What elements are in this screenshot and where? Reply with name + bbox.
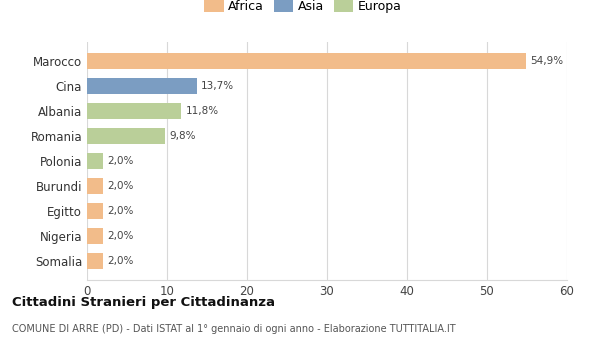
- Text: 2,0%: 2,0%: [107, 156, 133, 166]
- Text: COMUNE DI ARRE (PD) - Dati ISTAT al 1° gennaio di ogni anno - Elaborazione TUTTI: COMUNE DI ARRE (PD) - Dati ISTAT al 1° g…: [12, 324, 455, 334]
- Text: 9,8%: 9,8%: [169, 131, 196, 141]
- Bar: [87, 203, 103, 219]
- Bar: [87, 178, 103, 194]
- Bar: [87, 103, 181, 119]
- Bar: [87, 53, 526, 69]
- Bar: [87, 78, 197, 94]
- Bar: [87, 253, 103, 269]
- Text: 2,0%: 2,0%: [107, 231, 133, 241]
- Text: 2,0%: 2,0%: [107, 181, 133, 191]
- Text: 11,8%: 11,8%: [185, 106, 218, 116]
- Bar: [87, 128, 166, 144]
- Legend: Africa, Asia, Europa: Africa, Asia, Europa: [200, 0, 406, 17]
- Text: 2,0%: 2,0%: [107, 206, 133, 216]
- Text: 54,9%: 54,9%: [530, 56, 563, 66]
- Text: Cittadini Stranieri per Cittadinanza: Cittadini Stranieri per Cittadinanza: [12, 296, 275, 309]
- Text: 2,0%: 2,0%: [107, 256, 133, 266]
- Text: 13,7%: 13,7%: [200, 81, 234, 91]
- Bar: [87, 228, 103, 244]
- Bar: [87, 153, 103, 169]
